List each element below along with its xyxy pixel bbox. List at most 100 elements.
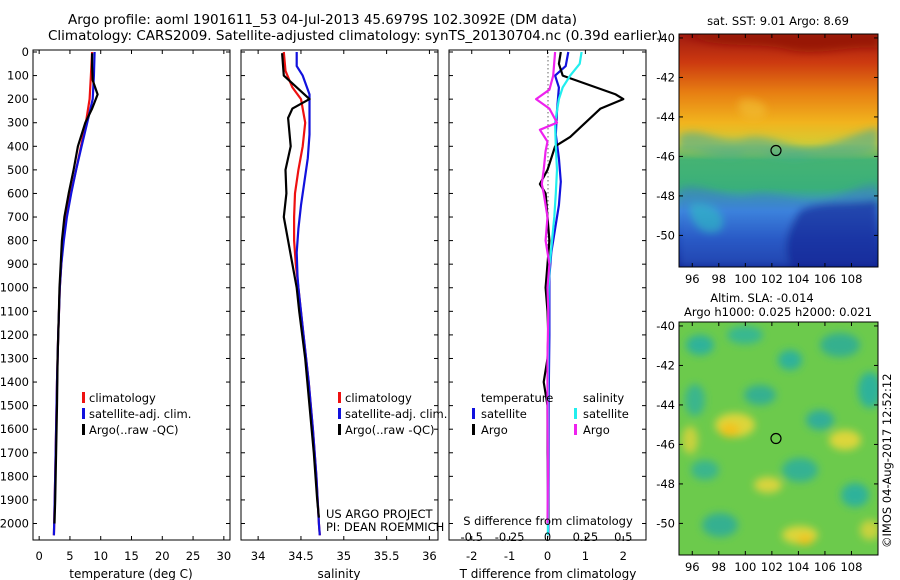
salinity-legend: climatology satellite-adj. clim. Argo(..… [326,391,447,534]
map-y-tick-label: -44 [656,110,675,124]
imos-timestamp: ©IMOS 04-Aug-2017 12:52:12 [880,373,894,548]
sst-heatmap [679,34,878,267]
sla-map-frame [678,321,879,556]
map-x-tick-label: 96 [685,272,700,286]
x-tick-label: 25 [186,549,201,563]
legend-title-salinity: salinity [583,391,624,405]
map-x-tick-label: 106 [814,560,836,574]
map-y-tick-label: -50 [656,516,675,530]
x-top-tick-label: 0.5 [614,530,632,544]
project-annotation: US ARGO PROJECT [326,507,434,521]
series-line-argo-raw-qc- [53,53,99,524]
depth-tick-label: 600 [7,186,29,200]
depth-tick-label: 100 [7,69,29,83]
sla-map-title-line2: Argo h1000: 0.025 h2000: 0.021 [684,305,872,319]
map-x-tick-label: 108 [840,560,862,574]
map-y-tick-label: -44 [656,398,675,412]
depth-tick-label: 300 [7,116,29,130]
depth-tick-label: 1800 [0,469,29,483]
depth-tick-label: 700 [7,210,29,224]
sla-map-title-line1: Altim. SLA: -0.014 [710,291,814,305]
series-line-satellite-adj-clim- [295,52,321,536]
x-tick-label: 10 [93,549,108,563]
map-x-tick-label: 104 [787,560,809,574]
legend-label-satellite: satellite-adj. clim. [89,407,191,421]
map-y-tick-label: -50 [656,228,675,242]
x-tick-label: -1 [504,549,515,563]
map-y-tick-label: -48 [656,189,675,203]
legend-swatch-temp-argo [472,424,475,435]
x-tick-label: 0 [35,549,42,563]
depth-axis: 0 100 200 300 400 500 600 700 800 900 1000 1100 1200… [0,45,29,530]
temperature-plot-frame [32,49,231,541]
x-top-tick-label: 0 [544,530,551,544]
map-x-tick-label: 102 [761,560,783,574]
x-top-tick-label: -0.25 [495,530,525,544]
map-x-tick-label: 98 [711,272,726,286]
x-tick-label: 0 [544,549,551,563]
salinity-plot-frame [240,49,439,541]
depth-tick-label: 200 [7,92,29,106]
legend-label-temp-satellite: satellite [481,407,527,421]
depth-tick-label: 1300 [0,351,29,365]
x-tick-label: 30 [217,549,232,563]
legend-label-sal-argo: Argo [583,423,610,437]
x-tick-label: 36 [422,549,437,563]
legend-swatch-argo [338,424,341,435]
depth-tick-label: 1600 [0,422,29,436]
legend-swatch-climatology [82,392,85,403]
salinity-xlabel: salinity [317,567,360,580]
x-tick-label: 35 [336,549,351,563]
pi-annotation: PI: DEAN ROEMMICH [326,520,444,534]
sst-map-axes: 96 98 100 102 104 106 108 -40 -42 -44 -46 -48 -50 [656,31,878,286]
figure-title-line2: Climatology: CARS2009. Satellite-adjuste… [48,28,663,44]
depth-tick-label: 2000 [0,516,29,530]
argo-location-marker [770,432,782,445]
sst-map-frame [678,33,879,268]
difference-legend: temperature salinity satellite Argo sate… [472,391,629,437]
map-x-tick-label: 102 [761,272,783,286]
legend-title-temperature: temperature [481,391,553,405]
map-y-tick-label: -40 [656,319,675,333]
x-tick-label: 5 [66,549,73,563]
depth-tick-label: 800 [7,234,29,248]
legend-label-satellite: satellite-adj. clim. [345,407,447,421]
x-tick-label: 35.5 [374,549,400,563]
map-x-tick-label: 108 [840,272,862,286]
map-y-tick-label: -42 [656,70,675,84]
depth-tick-label: 1400 [0,375,29,389]
temperature-series [52,51,99,536]
map-y-tick-label: -42 [656,358,675,372]
map-y-tick-label: -48 [656,477,675,491]
difference-xlabel-top: S difference from climatology [463,514,633,528]
depth-tick-label: 1900 [0,493,29,507]
map-y-tick-label: -46 [656,437,675,451]
sst-map-title: sat. SST: 9.01 Argo: 8.69 [707,14,849,28]
legend-swatch-climatology [338,392,341,403]
map-x-tick-label: 100 [734,560,756,574]
x-tick-label: 2 [620,549,627,563]
depth-tick-label: 1000 [0,281,29,295]
map-y-tick-label: -40 [656,31,675,45]
x-top-tick-label: -0.5 [461,530,483,544]
temperature-legend: climatology satellite-adj. clim. Argo(..… [82,391,191,437]
legend-label-argo: Argo(..raw -QC) [89,423,179,437]
depth-tick-label: 1200 [0,328,29,342]
depth-tick-label: 0 [22,45,29,59]
legend-label-climatology: climatology [89,391,156,405]
legend-swatch-temp-satellite [472,408,475,419]
legend-label-temp-argo: Argo [481,423,508,437]
legend-swatch-sal-argo [574,424,577,435]
series-line-salinity-argo [534,51,559,524]
depth-tick-label: 900 [7,257,29,271]
legend-label-argo: Argo(..raw -QC) [345,423,435,437]
sla-heatmap [679,322,878,555]
difference-series [534,51,625,536]
x-tick-label: 20 [155,549,170,563]
salinity-series [281,51,321,536]
depth-tick-label: 400 [7,139,29,153]
x-tick-label: 34.5 [288,549,314,563]
legend-swatch-satellite [82,408,85,419]
x-top-tick-label: 0.25 [573,530,599,544]
